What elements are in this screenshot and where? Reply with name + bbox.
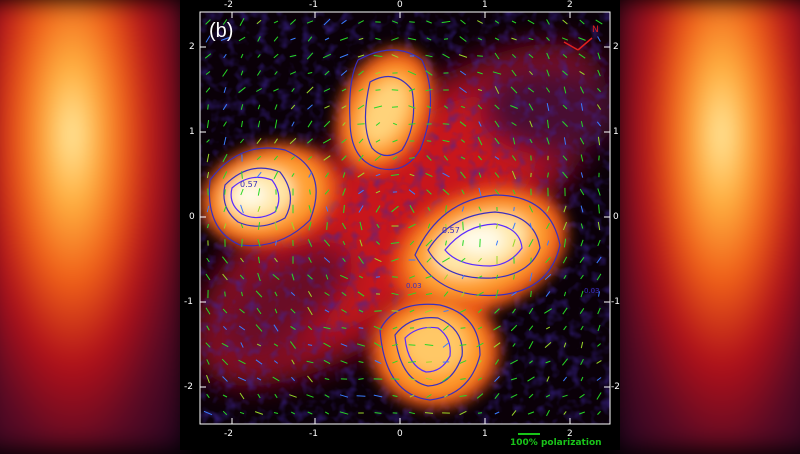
polarization-vector <box>208 104 209 109</box>
polarization-vector <box>376 90 381 91</box>
polarization-vector <box>443 124 449 125</box>
blurred-background-right <box>615 0 800 450</box>
x-tick-top: -2 <box>224 1 233 10</box>
x-tick-bottom: -2 <box>224 430 233 439</box>
y-tick-right: -2 <box>611 383 620 392</box>
panel-label: (b) <box>209 20 233 43</box>
polarization-vector <box>391 379 400 380</box>
polarization-vector <box>357 124 364 125</box>
contour-label: 0.03 <box>406 282 422 291</box>
y-tick-right: 2 <box>613 43 619 52</box>
y-tick-right: 1 <box>613 128 619 137</box>
intensity-map <box>180 0 620 450</box>
blurred-background-left <box>0 0 185 450</box>
polarization-vector <box>357 396 366 397</box>
x-tick-bottom: -1 <box>309 430 318 439</box>
polarization-vector <box>392 277 398 278</box>
x-tick-bottom: 0 <box>397 430 403 439</box>
contour-label: 0.03 <box>584 287 600 296</box>
polarization-vector <box>327 222 328 230</box>
polarization-vector <box>225 292 226 297</box>
polarization-map-figure: -2 -1 0 1 2 -2 -1 0 1 2 2 1 0 -1 -2 2 1 … <box>180 0 620 450</box>
polarization-vector <box>478 413 482 414</box>
y-tick-right: 0 <box>613 213 619 222</box>
scale-bar-label: 100% polarization <box>510 438 602 448</box>
contour-label: 0.57 <box>240 180 258 189</box>
y-tick-left: -1 <box>184 298 193 307</box>
polarization-vector <box>409 345 416 346</box>
polarization-vector <box>531 291 532 297</box>
x-tick-bottom: 1 <box>482 430 488 439</box>
y-tick-left: 2 <box>189 43 195 52</box>
x-tick-top: 2 <box>567 1 573 10</box>
contour-label: 0.57 <box>442 226 460 235</box>
polarization-vector <box>374 311 381 312</box>
x-tick-top: -1 <box>309 1 318 10</box>
polarization-vector <box>461 328 466 329</box>
polarization-vector <box>426 362 432 363</box>
polarization-vector <box>514 207 515 211</box>
y-tick-left: 1 <box>189 128 195 137</box>
polarization-vector <box>242 239 243 247</box>
polarization-vector <box>225 189 226 194</box>
polarization-vector <box>392 90 398 91</box>
x-tick-top: 1 <box>482 1 488 10</box>
y-tick-right: -1 <box>611 298 620 307</box>
polarization-vector <box>463 222 464 231</box>
y-tick-left: -2 <box>184 383 193 392</box>
polarization-vector <box>409 22 415 23</box>
y-tick-left: 0 <box>189 213 195 222</box>
x-tick-top: 0 <box>397 1 403 10</box>
compass-north-label: N <box>592 26 599 35</box>
